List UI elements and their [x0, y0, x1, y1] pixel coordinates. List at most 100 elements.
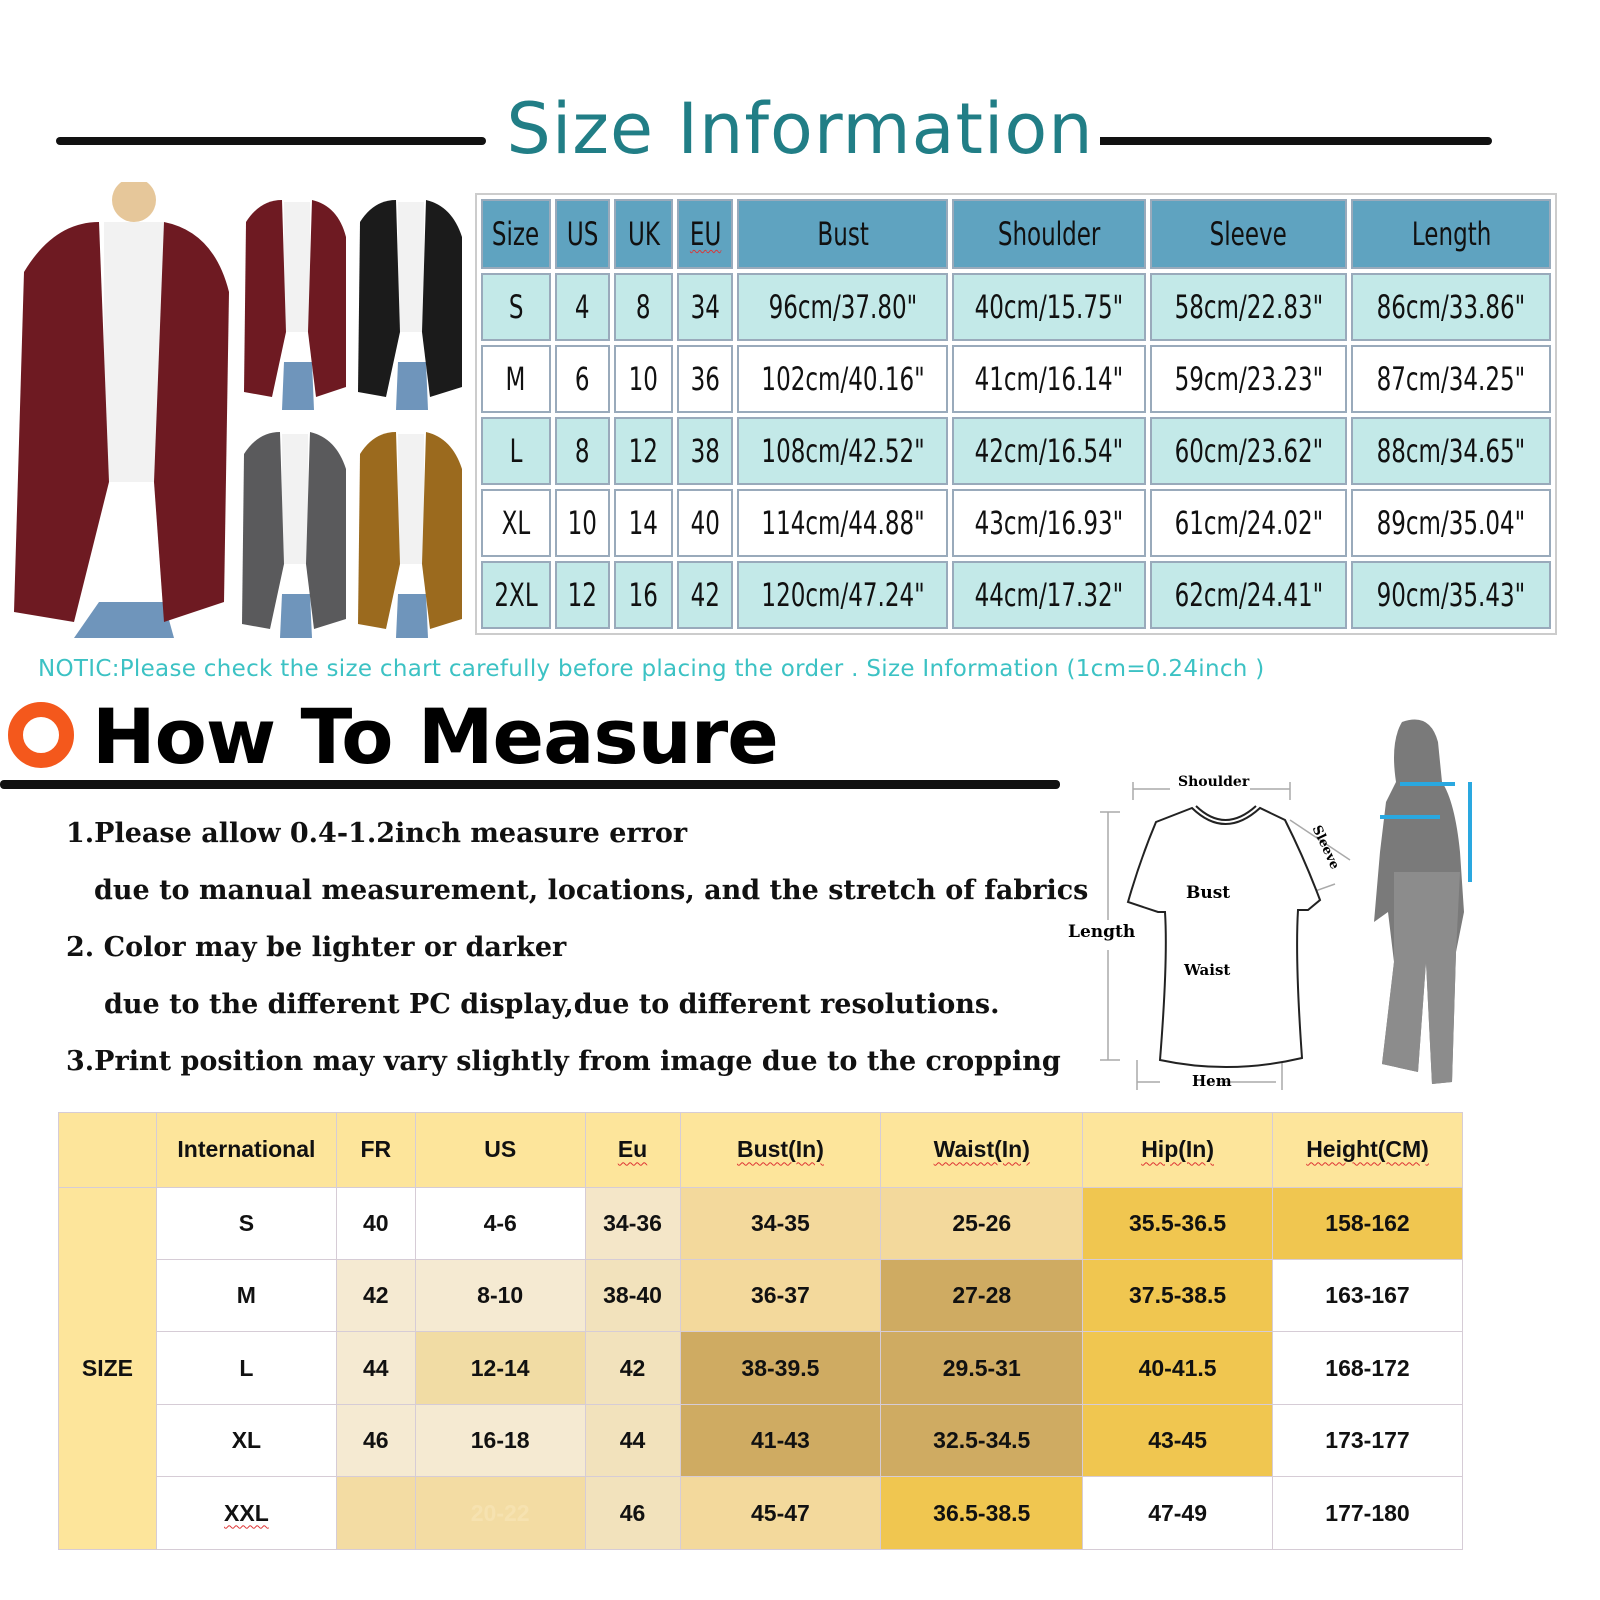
table-row: 2XL 12 16 42 120cm/47.24" 44cm/17.32" 62cm/24.…	[481, 561, 1551, 629]
table-cell: 8	[613, 273, 674, 341]
cell-value: 27-28	[952, 1282, 1012, 1309]
cell-value: 173-177	[1325, 1427, 1410, 1454]
cell-value: 89cm/35.04"	[1376, 504, 1526, 542]
tshirt-diagram: Shoulder Sleeve Bust Length Waist Hem	[1060, 760, 1360, 1100]
table-cell: S	[481, 273, 551, 341]
column-header: UK	[613, 199, 674, 269]
cell-value: 42cm/16.54"	[974, 432, 1124, 470]
product-photo-gold	[356, 414, 466, 638]
cell-value: XXL	[224, 1499, 269, 1526]
note-line: 1.Please allow 0.4-1.2inch measure error	[66, 818, 688, 849]
column-header-label: Bust	[817, 215, 869, 253]
cell-value: 38-39.5	[741, 1354, 820, 1381]
cell-value: 60cm/23.62"	[1174, 432, 1324, 470]
cell-value: 16-18	[470, 1427, 530, 1454]
column-header: FR	[335, 1112, 416, 1188]
table-cell: 36.5-38.5	[880, 1476, 1084, 1550]
cell-value: 62cm/24.41"	[1174, 576, 1324, 614]
table-cell: 44	[584, 1403, 681, 1478]
table-cell: 86cm/33.86"	[1351, 273, 1551, 341]
cell-value: M	[505, 360, 526, 398]
cell-value: 8	[636, 288, 651, 326]
table-cell: 158-162	[1272, 1186, 1463, 1260]
table-cell: 42	[335, 1258, 416, 1333]
table-cell: 10	[554, 489, 610, 557]
column-header-label: International	[177, 1136, 316, 1163]
column-header-label: Sleeve	[1210, 215, 1288, 253]
column-header-label: Shoulder	[997, 215, 1101, 253]
table-cell: 87cm/34.25"	[1351, 345, 1551, 413]
table-cell: 41-43	[679, 1403, 882, 1478]
table-cell: 29.5-31	[880, 1331, 1084, 1405]
cell-value: 177-180	[1325, 1499, 1410, 1526]
conversion-header-row: International FR US Eu Bust(In) Waist(In) Hip(…	[58, 1112, 1463, 1188]
conversion-chart-table: International FR US Eu Bust(In) Waist(In) Hip(…	[58, 1112, 1463, 1550]
notice-text: NOTIC:Please check the size chart carefu…	[38, 656, 1265, 682]
table-cell: 60cm/23.62"	[1149, 417, 1348, 485]
cell-value: S	[238, 1209, 255, 1236]
cell-value: 37.5-38.5	[1129, 1282, 1227, 1309]
column-header-label: UK	[627, 215, 660, 253]
cell-value: 34-35	[751, 1209, 810, 1236]
table-row: SIZE S 40 4-6 34-36 34-35 25-26 35.5-36.5 158-16…	[58, 1186, 1463, 1550]
cell-value: 34	[690, 288, 720, 326]
table-cell: 89cm/35.04"	[1351, 489, 1551, 557]
cell-value: 29.5-31	[942, 1354, 1021, 1381]
table-cell: 96cm/37.80"	[737, 273, 949, 341]
note-line: due to the different PC display,due to d…	[104, 989, 1000, 1020]
cell-value: L	[509, 432, 523, 470]
table-cell: 12-14	[414, 1331, 586, 1405]
cell-value: 46	[363, 1427, 389, 1454]
column-header-label: Height(CM)	[1306, 1136, 1429, 1163]
column-header: Bust(In)	[679, 1112, 882, 1188]
table-cell: 38-39.5	[679, 1331, 882, 1405]
cell-value: 4-6	[483, 1209, 517, 1236]
column-header-label: US	[566, 215, 599, 253]
product-photo-main	[14, 182, 234, 638]
cell-value: 14	[628, 504, 659, 542]
cell-value: 96cm/37.80"	[768, 288, 918, 326]
cell-value: 86cm/33.86"	[1376, 288, 1526, 326]
table-cell: 59cm/23.23"	[1149, 345, 1348, 413]
table-cell: 120cm/47.24"	[737, 561, 949, 629]
column-header-label: Length	[1411, 215, 1491, 253]
cell-value: 168-172	[1325, 1354, 1410, 1381]
table-cell: 43cm/16.93"	[952, 489, 1146, 557]
table-cell: 47-49	[1082, 1476, 1274, 1550]
body-silhouette-figure	[1360, 712, 1490, 1092]
table-row: XL 46 16-18 44 41-43 32.5-34.5 43-45 173-177	[59, 1403, 1463, 1478]
table-cell: 46	[335, 1403, 416, 1478]
table-cell: 4-6	[414, 1186, 586, 1260]
table-cell: 38	[677, 417, 734, 485]
cell-value: 88cm/34.65"	[1376, 432, 1526, 470]
table-cell: XXL	[155, 1476, 337, 1550]
table-cell: 45-47	[679, 1476, 882, 1550]
table-row: XL 10 14 40 114cm/44.88" 43cm/16.93" 61cm/24.0…	[481, 489, 1551, 557]
cell-value: XL	[501, 504, 531, 542]
cell-value: 44	[363, 1354, 389, 1381]
column-header: EU	[677, 199, 734, 269]
table-cell: 16	[613, 561, 674, 629]
column-header: US	[414, 1112, 586, 1188]
product-photo-red	[242, 182, 350, 410]
table-cell: 40cm/15.75"	[952, 273, 1146, 341]
cell-value: 36-37	[751, 1282, 810, 1309]
table-cell: 62cm/24.41"	[1149, 561, 1348, 629]
column-header: Hip(In)	[1082, 1112, 1274, 1188]
cell-value: 32.5-34.5	[933, 1427, 1031, 1454]
table-cell: 34	[677, 273, 734, 341]
table-cell: 8	[554, 417, 610, 485]
table-cell: 58cm/22.83"	[1149, 273, 1348, 341]
cell-value: 120cm/47.24"	[761, 576, 925, 614]
cell-value: M	[236, 1282, 256, 1309]
product-photo-grey	[240, 414, 350, 638]
cell-value: 38-40	[603, 1282, 662, 1309]
cell-value: 163-167	[1325, 1282, 1410, 1309]
table-cell: 16-18	[414, 1403, 586, 1478]
cell-value: 41-43	[751, 1427, 810, 1454]
table-cell: 42	[584, 1331, 681, 1405]
table-cell: 8-10	[414, 1258, 586, 1333]
table-cell: 2XL	[481, 561, 551, 629]
cell-value: 58cm/22.83"	[1174, 288, 1324, 326]
cell-value: 12	[567, 576, 597, 614]
